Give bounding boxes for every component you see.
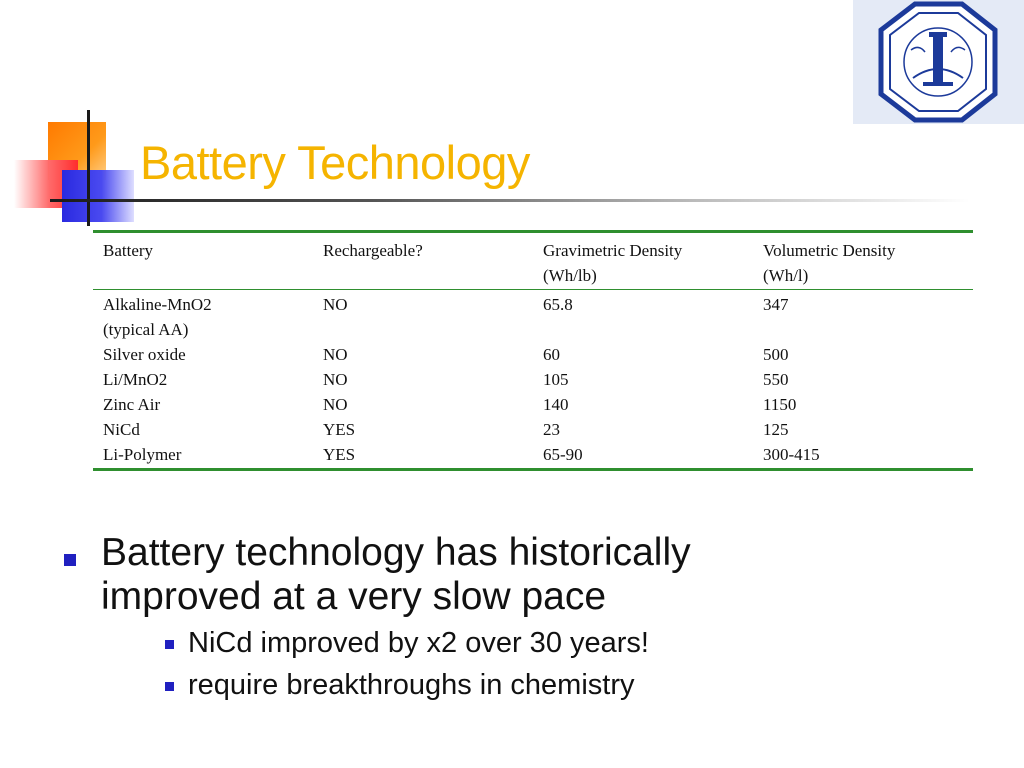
- cell-volumetric: 347: [763, 295, 789, 314]
- bullet-square-icon: [64, 554, 76, 566]
- cell-volumetric: 125: [763, 420, 789, 439]
- cell-gravimetric: 140: [543, 395, 569, 414]
- university-seal-icon: [853, 0, 1024, 124]
- sub-bullet-text: require breakthroughs in chemistry: [188, 669, 635, 701]
- cell-gravimetric: 65.8: [543, 295, 573, 314]
- main-bullet: Battery technology has historically impro…: [64, 531, 824, 619]
- sub-bullet: require breakthroughs in chemistry: [165, 668, 634, 702]
- cell-rechargeable: NO: [323, 345, 348, 364]
- battery-comparison-table: Battery Rechargeable? Gravimetric Densit…: [93, 230, 973, 471]
- table-row: Alkaline-MnO2 (typical AA) NO 65.8 347: [93, 290, 973, 343]
- header-volumetric-density: Volumetric Density (Wh/l): [763, 241, 896, 285]
- cell-rechargeable: NO: [323, 370, 348, 389]
- cell-volumetric: 500: [763, 345, 789, 364]
- decor-blue-square: [62, 170, 134, 222]
- table-header-row: Battery Rechargeable? Gravimetric Densit…: [93, 231, 973, 290]
- table-row: Silver oxide NO 60 500: [93, 342, 973, 367]
- cell-battery: Li-Polymer: [103, 445, 182, 464]
- cell-gravimetric: 60: [543, 345, 560, 364]
- bullet-square-icon: [165, 682, 174, 691]
- cell-volumetric: 300-415: [763, 445, 820, 464]
- header-gravimetric-density: Gravimetric Density (Wh/lb): [543, 241, 683, 285]
- cell-battery: Li/MnO2: [103, 370, 168, 389]
- cell-gravimetric: 65-90: [543, 445, 583, 464]
- cell-rechargeable: YES: [323, 445, 356, 464]
- title-underline: [50, 199, 970, 202]
- cell-rechargeable: NO: [323, 295, 348, 314]
- table-row: Zinc Air NO 140 1150: [93, 392, 973, 417]
- cell-gravimetric: 105: [543, 370, 569, 389]
- cell-rechargeable: YES: [323, 420, 356, 439]
- cell-gravimetric: 23: [543, 420, 560, 439]
- table-row: Li/MnO2 NO 105 550: [93, 367, 973, 392]
- cell-battery: Alkaline-MnO2 (typical AA): [103, 295, 212, 339]
- table-row: NiCd YES 23 125: [93, 417, 973, 442]
- bullet-square-icon: [165, 640, 174, 649]
- cell-volumetric: 1150: [763, 395, 797, 414]
- main-bullet-text: Battery technology has historically impro…: [101, 531, 691, 618]
- header-battery: Battery: [103, 241, 154, 260]
- cell-rechargeable: NO: [323, 395, 348, 414]
- sub-bullet: NiCd improved by x2 over 30 years!: [165, 626, 649, 660]
- cell-battery: Silver oxide: [103, 345, 186, 364]
- slide-title: Battery Technology: [140, 136, 530, 189]
- cell-battery: Zinc Air: [103, 395, 161, 414]
- table-row: Li-Polymer YES 65-90 300-415: [93, 442, 973, 470]
- decor-vertical-line: [87, 110, 90, 226]
- header-rechargeable: Rechargeable?: [323, 241, 423, 260]
- cell-volumetric: 550: [763, 370, 789, 389]
- sub-bullet-text: NiCd improved by x2 over 30 years!: [188, 627, 649, 659]
- cell-battery: NiCd: [103, 420, 140, 439]
